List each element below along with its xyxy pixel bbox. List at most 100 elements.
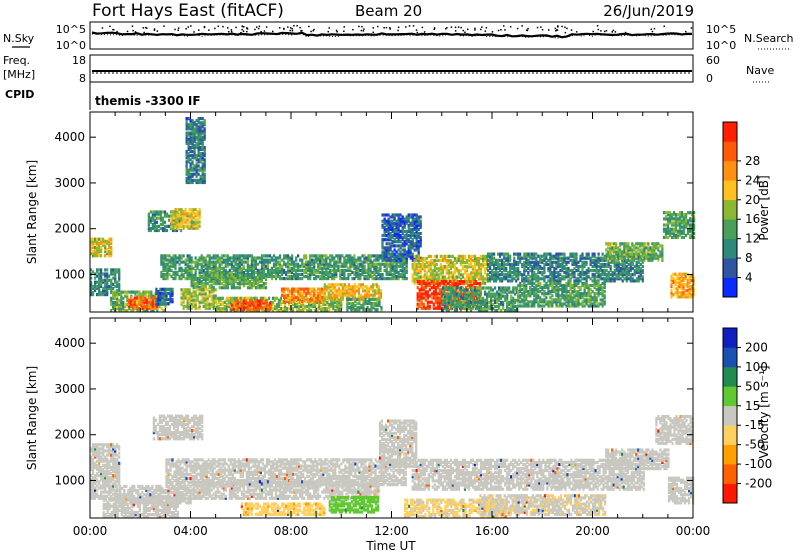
range-gate-cell [168, 258, 171, 262]
range-gate-cell [273, 298, 277, 302]
range-gate-cell [301, 287, 304, 291]
range-gate-cell [291, 268, 294, 272]
range-gate-cell [163, 291, 166, 296]
range-gate-cell [401, 221, 404, 225]
range-gate-cell [238, 286, 241, 290]
range-gate-cell [425, 265, 428, 269]
range-gate-cell [114, 284, 117, 288]
range-gate-cell [517, 271, 520, 275]
range-gate-cell [403, 256, 406, 260]
range-gate-cell [417, 250, 420, 254]
noise-point [433, 27, 436, 29]
range-gate-cell [139, 296, 142, 300]
range-gate-cell [320, 307, 323, 311]
range-gate-cell [537, 260, 540, 264]
range-gate-cell [114, 292, 117, 296]
range-gate-cell [174, 274, 177, 279]
range-gate-cell [248, 275, 251, 279]
range-gate-cell [116, 270, 119, 274]
range-gate-cell [212, 270, 215, 274]
noise-point [408, 25, 411, 27]
range-gate-cell [453, 269, 456, 273]
range-gate-cell [159, 218, 162, 222]
range-gate-cell [155, 224, 158, 228]
range-gate-cell [477, 269, 481, 273]
range-gate-cell [256, 270, 259, 274]
range-gate-cell [455, 298, 458, 302]
range-gate-cell [362, 299, 365, 304]
range-gate-cell [319, 291, 322, 295]
range-gate-cell [248, 268, 251, 272]
range-gate-cell [581, 277, 584, 281]
range-gate-cell [351, 256, 354, 260]
noise-point [363, 28, 365, 30]
range-gate-cell [281, 270, 284, 274]
range-gate-cell [130, 309, 133, 313]
range-gate-cell [192, 220, 195, 224]
range-gate-cell [463, 296, 467, 300]
range-gate-cell [327, 285, 330, 289]
range-gate-cell [493, 260, 496, 264]
range-gate-cell [486, 286, 489, 290]
range-gate-cell [160, 260, 163, 264]
range-gate-cell [104, 274, 107, 278]
range-gate-cell [104, 245, 107, 250]
range-gate-cell [325, 295, 328, 299]
range-gate-cell [208, 256, 211, 260]
range-gate-cell [206, 300, 209, 304]
range-gate-cell [323, 274, 326, 279]
range-gate-cell [553, 256, 556, 260]
range-gate-cell [190, 214, 193, 218]
range-gate-cell [505, 262, 508, 266]
range-gate-cell [238, 305, 241, 309]
range-gate-cell [289, 274, 292, 279]
range-gate-cell [208, 264, 211, 268]
range-gate-cell [370, 308, 373, 312]
range-gate-cell [373, 268, 376, 272]
range-gate-cell [190, 212, 193, 216]
range-gate-cell [285, 287, 288, 291]
range-gate-cell [367, 262, 370, 266]
noise-point [481, 26, 483, 28]
range-gate-cell [425, 256, 428, 261]
range-gate-cell [309, 268, 312, 272]
range-gate-cell [595, 269, 598, 273]
range-gate-cell [179, 216, 183, 220]
range-gate-cell [244, 254, 247, 258]
range-gate-cell [599, 256, 602, 260]
range-gate-cell [335, 289, 338, 293]
range-gate-cell [407, 223, 410, 227]
range-gate-cell [369, 270, 372, 274]
range-gate-cell [289, 262, 292, 266]
range-gate-cell [581, 273, 584, 277]
range-gate-cell [110, 245, 113, 250]
range-gate-cell [307, 297, 310, 301]
range-gate-cell [363, 285, 367, 289]
noise-point [193, 31, 195, 33]
range-gate-cell [581, 269, 584, 273]
range-gate-cell [508, 290, 511, 294]
range-gate-cell [432, 302, 435, 306]
range-gate-cell [585, 252, 588, 256]
range-gate-cell [435, 277, 438, 281]
range-gate-cell [162, 264, 165, 268]
range-gate-cell [323, 283, 326, 287]
range-gate-cell [481, 298, 485, 302]
range-gate-cell [341, 264, 344, 268]
range-gate-cell [283, 262, 286, 266]
range-gate-cell [506, 307, 509, 311]
range-gate-cell [147, 216, 150, 220]
range-gate-cell [277, 309, 281, 313]
range-gate-cell [391, 274, 394, 279]
range-gate-cell [491, 271, 494, 275]
range-gate-cell [275, 307, 279, 311]
range-gate-cell [108, 278, 111, 282]
range-gate-cell [449, 275, 452, 279]
range-gate-cell [186, 262, 189, 266]
range-gate-cell [196, 212, 199, 216]
range-gate-cell [186, 274, 189, 279]
range-gate-cell [473, 261, 477, 265]
range-gate-cell [102, 237, 105, 241]
range-gate-cell [309, 287, 312, 291]
range-gate-cell [161, 216, 165, 220]
